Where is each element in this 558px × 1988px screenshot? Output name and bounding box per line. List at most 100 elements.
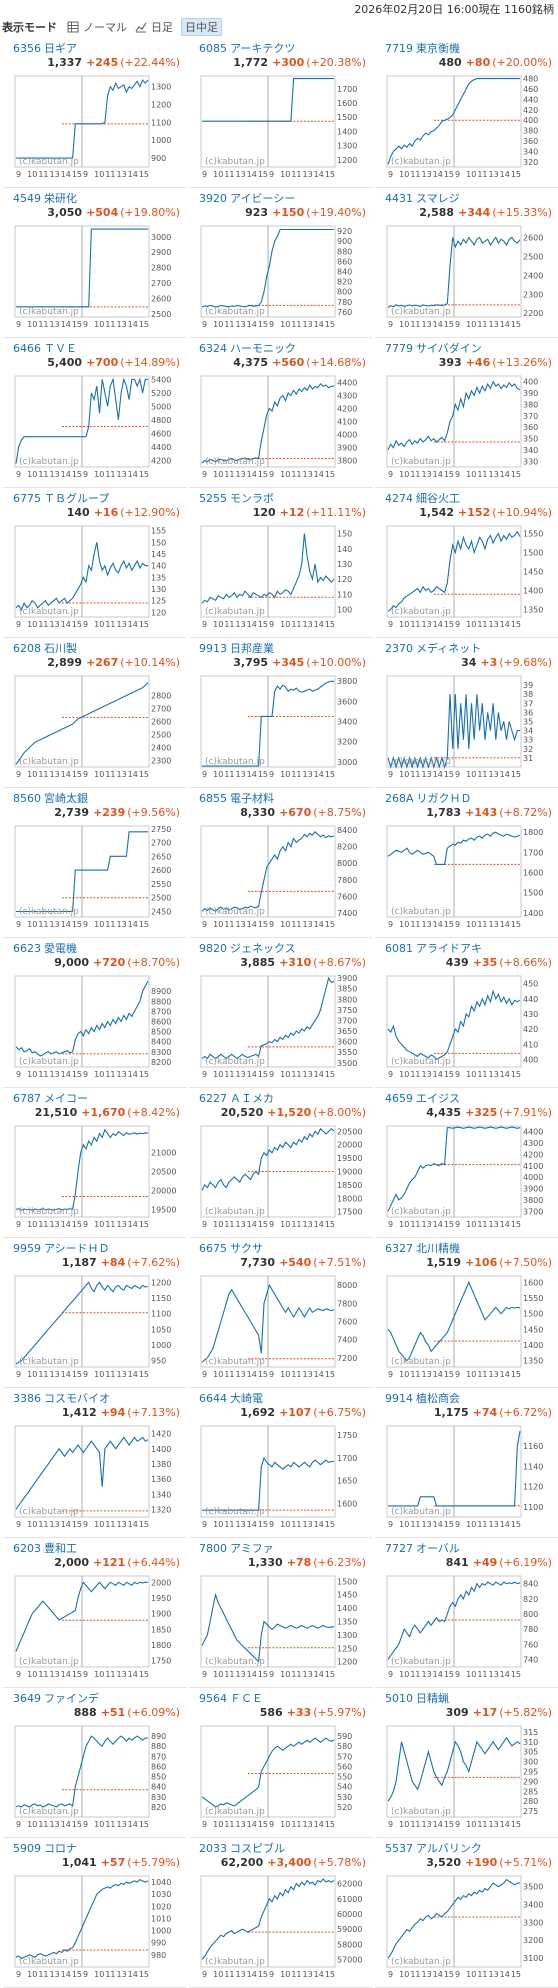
stock-code-link[interactable]: 5909 [13,1842,41,1855]
intraday-chart[interactable]: 400 390 380 370 360 350 340 330 9 10 11 13 14 15 9 10 11… [385,373,551,479]
intraday-chart[interactable]: 890 880 870 860 850 840 830 820 9 10 11 13 14 15 9 10 11… [13,1723,179,1829]
stock-name-link[interactable]: スマレジ [416,192,460,205]
stock-code-link[interactable]: 4659 [385,1092,413,1105]
stock-name-link[interactable]: 石川製 [44,642,77,655]
stock-name-link[interactable]: ＴＢグループ [44,492,110,505]
stock-card[interactable]: 6227 ＡＩメカ 20,520 +1,520 (+8.00%) 20500 20000 19… [189,1088,372,1238]
stock-code-link[interactable]: 6227 [199,1092,227,1105]
stock-card[interactable]: 7800 アミファ 1,330 +78 (+6.23%) 1500 1450 1400 1350… [189,1538,372,1688]
stock-code-link[interactable]: 7727 [385,1542,413,1555]
stock-name-link[interactable]: 細谷火工 [416,492,460,505]
stock-name-link[interactable]: 愛電機 [44,942,77,955]
stock-card[interactable]: 2033 コスピブル 62,200 +3,400 (+5.78%) 62000 61000 6… [189,1838,372,1988]
stock-card[interactable]: 6775 ＴＢグループ 140 +16 (+12.90%) 155 150 145 140 135… [3,488,186,638]
stock-code-link[interactable]: 6081 [385,942,413,955]
mode-normal-button[interactable]: ノーマル [67,19,127,35]
stock-name-link[interactable]: ＦＣＥ [230,1692,263,1705]
stock-card[interactable]: 8560 宮崎太銀 2,739 +239 (+9.56%) 2750 2700 2650 260… [3,788,186,938]
stock-code-link[interactable]: 6675 [199,1242,227,1255]
stock-code-link[interactable]: 6787 [13,1092,41,1105]
stock-code-link[interactable]: 6203 [13,1542,41,1555]
intraday-chart[interactable]: 1750 1700 1650 1600 9 10 11 13 14 15 9 10 11 13 14 15 (c… [199,1423,365,1529]
stock-name-link[interactable]: アライドアキ [416,942,482,955]
stock-code-link[interactable]: 9914 [385,1392,413,1405]
intraday-chart[interactable]: 4400 4300 4200 4100 4000 3900 3800 9 10 11 13 14 15 9… [199,373,365,479]
stock-code-link[interactable]: 268A [385,792,414,805]
stock-card[interactable]: 9959 アシードＨＤ 1,187 +84 (+7.62%) 1200 1150 1100 10… [3,1238,186,1388]
intraday-chart[interactable]: 2600 2500 2400 2300 2200 9 10 11 13 14 15 9 10 11 13 14… [385,223,551,329]
intraday-chart[interactable]: 2000 1950 1900 1850 1800 1750 9 10 11 13 14 15 9 10 11… [13,1573,179,1679]
stock-name-link[interactable]: 日邦産業 [230,642,274,655]
stock-card[interactable]: 7727 オーバル 841 +49 (+6.19%) 840 820 800 780 760 740… [375,1538,558,1688]
stock-card[interactable]: 4549 栄研化 3,050 +504 (+19.80%) 3000 2900 2800 270… [3,188,186,338]
stock-name-link[interactable]: ハーモニック [230,342,296,355]
stock-code-link[interactable]: 9564 [199,1692,227,1705]
stock-card[interactable]: 7719 東京衡機 480 +80 (+20.00%) 480 460 440 420 400 38… [375,38,558,188]
stock-code-link[interactable]: 2033 [199,1842,227,1855]
stock-card[interactable]: 6203 豊和工 2,000 +121 (+6.44%) 2000 1950 1900 1850… [3,1538,186,1688]
stock-card[interactable]: 9914 植松商会 1,175 +74 (+6.72%) 1160 1140 1120 1100… [375,1388,558,1538]
stock-name-link[interactable]: コスピブル [230,1842,285,1855]
stock-card[interactable]: 6081 アライドアキ 439 +35 (+8.66%) 450 440 430 420 410 4… [375,938,558,1088]
stock-code-link[interactable]: 6644 [199,1392,227,1405]
stock-card[interactable]: 6787 メイコー 21,510 +1,670 (+8.42%) 21000 20500 20… [3,1088,186,1238]
mode-daily-button[interactable]: 日足 [135,19,173,35]
intraday-chart[interactable]: 20500 20000 19500 19000 18500 18000 17500 9 10 11… [199,1123,365,1229]
stock-name-link[interactable]: メイコー [44,1092,88,1105]
stock-name-link[interactable]: エイジス [416,1092,460,1105]
stock-name-link[interactable]: メディネット [416,642,482,655]
stock-code-link[interactable]: 6085 [199,42,227,55]
intraday-chart[interactable]: 8400 8200 8000 7800 7600 7400 9 10 11 13 14 15 9 10 11… [199,823,365,929]
stock-name-link[interactable]: 豊和工 [44,1542,77,1555]
stock-code-link[interactable]: 5537 [385,1842,413,1855]
stock-code-link[interactable]: 6208 [13,642,41,655]
intraday-chart[interactable]: 1300 1200 1100 1000 900 9 10 11 13 14 15 9 10 11 13 14 1… [13,73,179,179]
stock-card[interactable]: 4274 細谷火工 1,542 +152 (+10.94%) 1550 1500 1450 14… [375,488,558,638]
stock-code-link[interactable]: 2370 [385,642,413,655]
stock-name-link[interactable]: オーバル [416,1542,460,1555]
stock-code-link[interactable]: 3649 [13,1692,41,1705]
intraday-chart[interactable]: 1550 1500 1450 1400 1350 9 10 11 13 14 15 9 10 11 13 14… [385,523,551,629]
intraday-chart[interactable]: 5400 5200 5000 4800 4600 4400 4200 9 10 11 13 14 15 9… [13,373,179,479]
stock-name-link[interactable]: 日ギア [44,42,77,55]
intraday-chart[interactable]: 1500 1450 1400 1350 1300 1250 1200 9 10 11 13 14 15 9… [199,1573,365,1679]
stock-name-link[interactable]: 栄研化 [44,192,77,205]
stock-card[interactable]: 4659 エイジス 4,435 +325 (+7.91%) 4400 4300 4200 410… [375,1088,558,1238]
stock-name-link[interactable]: アイビーシー [230,192,296,205]
intraday-chart[interactable]: 3800 3600 3400 3200 3000 9 10 11 13 14 15 9 10 11 13 14… [199,673,365,779]
intraday-chart[interactable]: 1200 1150 1100 1050 1000 950 9 10 11 13 14 15 9 10 11 1… [13,1273,179,1379]
stock-code-link[interactable]: 6466 [13,342,41,355]
stock-code-link[interactable]: 9913 [199,642,227,655]
stock-card[interactable]: 6644 大崎電 1,692 +107 (+6.75%) 1750 1700 1650 1600… [189,1388,372,1538]
intraday-chart[interactable]: 920 900 880 860 840 820 800 780 760 9 10 11 13 14 15 9 1… [199,223,365,329]
stock-name-link[interactable]: サクサ [230,1242,263,1255]
stock-name-link[interactable]: 宮崎太銀 [44,792,88,805]
stock-card[interactable]: 6855 電子材料 8,330 +670 (+8.75%) 8400 8200 8000 780… [189,788,372,938]
stock-card[interactable]: 9913 日邦産業 3,795 +345 (+10.00%) 3800 3600 3400 32… [189,638,372,788]
stock-code-link[interactable]: 9820 [199,942,227,955]
stock-card[interactable]: 3649 ファインデ 888 +51 (+6.09%) 890 880 870 860 850 84… [3,1688,186,1838]
stock-card[interactable]: 6675 サクサ 7,730 +540 (+7.51%) 8000 7800 7600 7400… [189,1238,372,1388]
stock-card[interactable]: 6085 アーキテクツ 1,772 +300 (+20.38%) 1700 1600 1500… [189,38,372,188]
stock-card[interactable]: 6327 北川精機 1,519 +106 (+7.50%) 1600 1550 1500 145… [375,1238,558,1388]
stock-code-link[interactable]: 4549 [13,192,41,205]
stock-code-link[interactable]: 3920 [199,192,227,205]
stock-code-link[interactable]: 7779 [385,342,413,355]
intraday-chart[interactable]: 590 580 570 560 550 540 530 520 9 10 11 13 14 15 9 10 11… [199,1723,365,1829]
stock-code-link[interactable]: 5010 [385,1692,413,1705]
intraday-chart[interactable]: 2750 2700 2650 2600 2550 2500 2450 9 10 11 13 14 15 9… [13,823,179,929]
stock-card[interactable]: 2370 メディネット 34 +3 (+9.68%) 39 38 37 36 35 34 33 32 31… [375,638,558,788]
intraday-chart[interactable]: 39 38 37 36 35 34 33 32 31 9 10 11 13 14 15 9 10 11 13 14 15… [385,673,551,779]
stock-card[interactable]: 268A リガクＨＤ 1,783 +143 (+8.72%) 1800 1700 1600 15… [375,788,558,938]
stock-code-link[interactable]: 6855 [199,792,227,805]
stock-code-link[interactable]: 8560 [13,792,41,805]
intraday-chart[interactable]: 62000 61000 60000 59000 58000 57000 9 10 11 13 14 1… [199,1873,365,1979]
stock-name-link[interactable]: アミファ [230,1542,274,1555]
intraday-chart[interactable]: 3500 3400 3300 3200 3100 9 10 11 13 14 15 9 10 11 13 14… [385,1873,551,1979]
intraday-chart[interactable]: 1700 1600 1500 1400 1300 1200 9 10 11 13 14 15 9 10 11… [199,73,365,179]
intraday-chart[interactable]: 1800 1700 1600 1500 1400 9 10 11 13 14 15 9 10 11 13 14… [385,823,551,929]
stock-code-link[interactable]: 7800 [199,1542,227,1555]
stock-name-link[interactable]: コスモバイオ [44,1392,110,1405]
stock-code-link[interactable]: 6324 [199,342,227,355]
stock-card[interactable]: 3920 アイビーシー 923 +150 (+19.40%) 920 900 880 860 84… [189,188,372,338]
